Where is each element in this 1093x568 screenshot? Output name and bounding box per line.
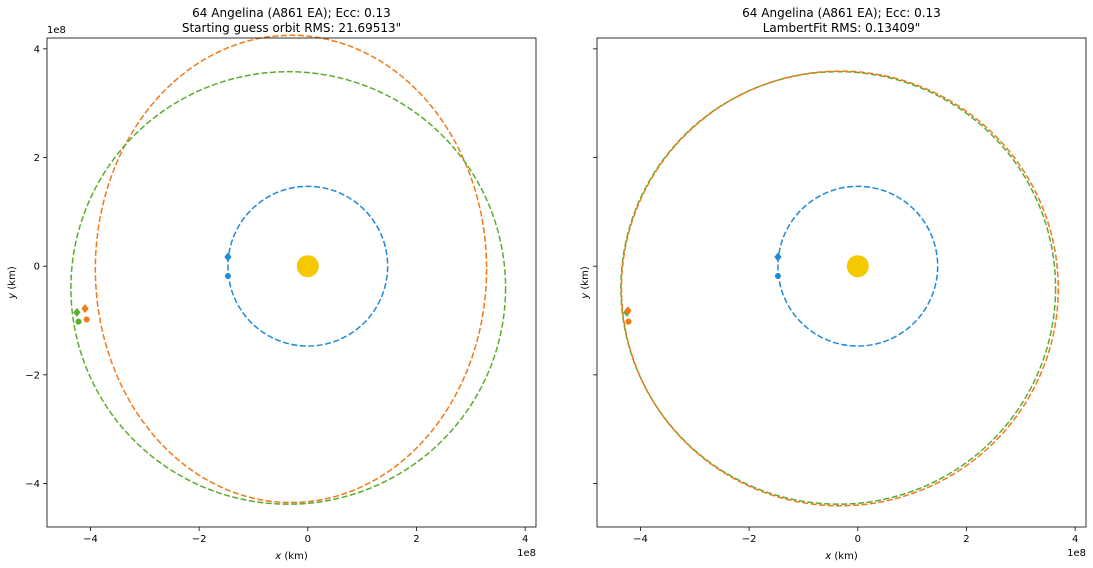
y-scale-label: 1e8: [47, 25, 66, 36]
x-tick-label: 0: [305, 534, 311, 545]
x-tick-label: 4: [1072, 534, 1078, 545]
orbit-asteroid-true: [70, 70, 507, 505]
subplot-title-line1: 64 Angelina (A861 EA); Ecc: 0.13: [192, 6, 391, 20]
x-tick-label: −2: [192, 534, 207, 545]
x-tick-label: 2: [413, 534, 419, 545]
orbit-earth: [227, 185, 389, 347]
asteroid-true-circle-marker: [75, 318, 82, 325]
x-scale-label: 1e8: [517, 548, 536, 559]
x-axis-label-var: x: [274, 551, 281, 562]
x-tick-label: −4: [83, 534, 98, 545]
asteroid-true-diamond-marker: [73, 307, 81, 317]
orbit-asteroid-fit: [94, 34, 488, 504]
y-tick-label: −2: [25, 370, 40, 381]
orbit-asteroid-fit: [620, 70, 1060, 507]
asteroid-fit-diamond-marker: [624, 306, 632, 316]
subplot-title-line2: LambertFit RMS: 0.13409": [763, 21, 921, 35]
sun-marker: [846, 255, 869, 278]
x-scale-label: 1e8: [1067, 548, 1086, 559]
x-axis-label-unit: (km): [281, 551, 308, 562]
tick-marks: −4 −2 0 2 4 −4 −2 0 2 4: [25, 44, 528, 545]
subplot-starting-guess: 64 Angelina (A861 EA); Ecc: 0.13 Startin…: [7, 6, 537, 562]
x-tick-label: 4: [522, 534, 528, 545]
x-tick-label: −2: [742, 534, 757, 545]
sun-marker: [296, 255, 319, 278]
x-tick-label: 2: [963, 534, 969, 545]
subplot-lambertfit: 64 Angelina (A861 EA); Ecc: 0.13 Lambert…: [580, 6, 1087, 562]
x-axis-label-var: x: [824, 551, 831, 562]
y-axis-label-unit: (km): [580, 266, 591, 293]
asteroid-fit-circle-marker: [625, 318, 632, 325]
y-axis-label: y (km): [7, 266, 18, 300]
subplot-title-line2: Starting guess orbit RMS: 21.69513": [182, 21, 401, 35]
y-tick-label: 0: [34, 262, 40, 273]
axes-frame: [596, 37, 1087, 528]
y-tick-label: 4: [34, 44, 40, 55]
y-axis-label-unit: (km): [7, 266, 18, 293]
x-tick-label: −4: [633, 534, 648, 545]
axes-frame: [46, 37, 537, 528]
earth-circle-marker: [774, 272, 781, 279]
y-axis-label: y (km): [580, 266, 591, 300]
y-tick-label: −4: [25, 479, 40, 490]
plot-area: [70, 34, 507, 505]
y-axis-label-var: y: [580, 292, 591, 300]
x-axis-label: x (km): [824, 551, 858, 562]
subplot-title-line1: 64 Angelina (A861 EA); Ecc: 0.13: [742, 6, 941, 20]
x-axis-label: x (km): [274, 551, 308, 562]
tick-marks: −4 −2 0 2 4: [593, 48, 1078, 545]
earth-diamond-marker: [774, 252, 782, 262]
asteroid-fit-diamond-marker: [81, 304, 89, 314]
plot-area: [620, 70, 1060, 507]
orbit-earth: [777, 185, 939, 347]
y-axis-label-var: y: [7, 292, 18, 300]
x-axis-label-unit: (km): [831, 551, 858, 562]
x-tick-label: 0: [855, 534, 861, 545]
asteroid-fit-circle-marker: [83, 316, 90, 323]
earth-diamond-marker: [224, 252, 232, 262]
y-tick-label: 2: [34, 153, 40, 164]
earth-circle-marker: [224, 272, 231, 279]
